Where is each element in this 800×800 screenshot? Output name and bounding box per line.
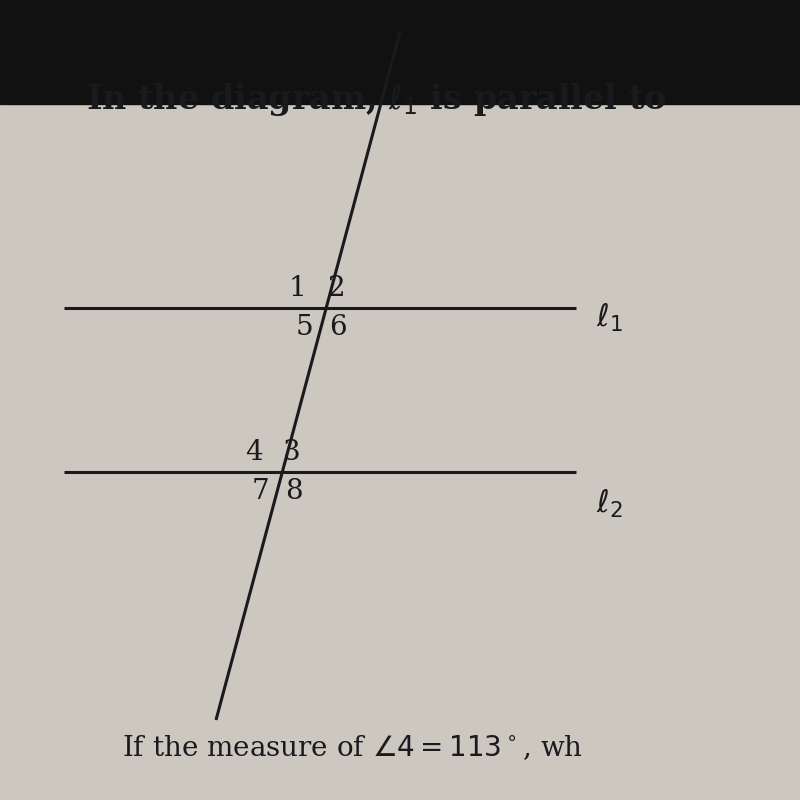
Text: 7: 7 [252,478,270,505]
Text: 8: 8 [286,478,303,505]
Text: 6: 6 [330,314,347,341]
Bar [0,0,800,104]
Text: $\ell_1$: $\ell_1$ [596,302,622,334]
Text: 2: 2 [327,275,345,302]
Text: 1: 1 [289,275,306,302]
Text: In the diagram, $\ell_1$ is parallel to: In the diagram, $\ell_1$ is parallel to [86,82,666,118]
Text: 4: 4 [245,439,262,466]
Text: 5: 5 [296,314,314,341]
Text: 3: 3 [283,439,301,466]
Text: $\ell_2$: $\ell_2$ [596,488,622,520]
Text: If the measure of $\angle 4 = 113^\circ$, wh: If the measure of $\angle 4 = 113^\circ$… [122,734,582,762]
